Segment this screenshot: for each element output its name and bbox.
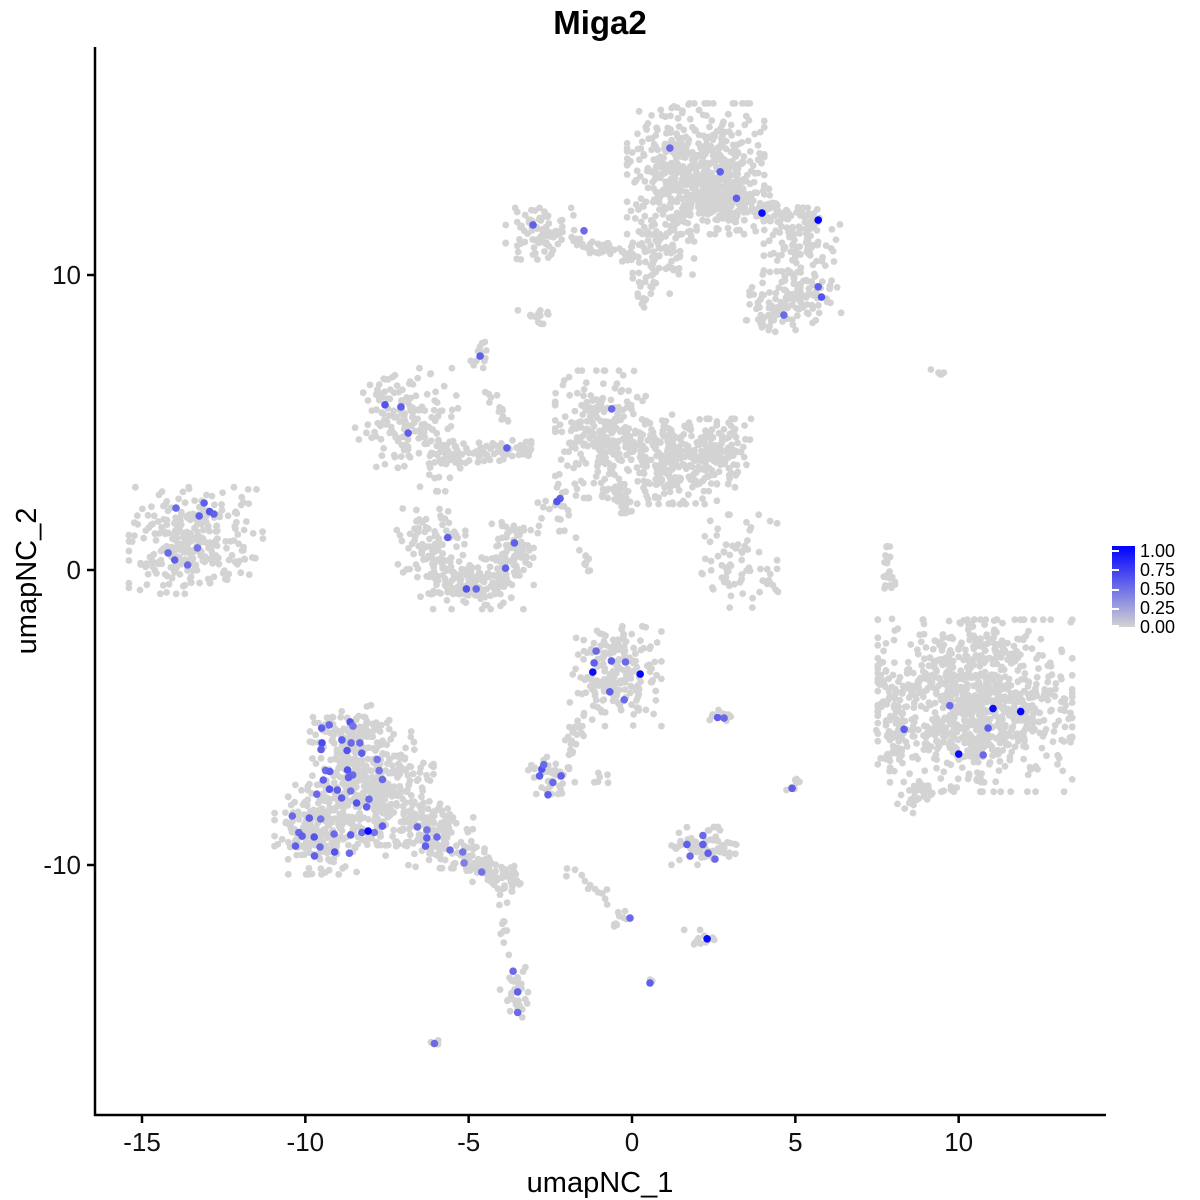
colorbar-tick (1112, 588, 1119, 591)
x-tick-label: -5 (457, 1127, 480, 1157)
colorbar-label: 0.25 (1140, 598, 1176, 618)
colorbar-label: 0.50 (1140, 579, 1176, 599)
x-tick-label: 0 (625, 1127, 639, 1157)
x-axis-title: umapNC_1 (527, 1167, 674, 1199)
x-tick-label: 10 (944, 1127, 973, 1157)
colorbar-gradient (1112, 546, 1135, 627)
plot-title: Miga2 (553, 4, 647, 41)
colorbar-tick (1112, 569, 1119, 572)
y-tick-label: 0 (67, 555, 81, 585)
colorbar-labels: 1.00 0.75 0.50 0.25 0.00 (1140, 542, 1175, 637)
colorbar-tick (1112, 624, 1119, 627)
y-tick-label: -10 (43, 850, 81, 880)
x-tick-label: -15 (123, 1127, 161, 1157)
colorbar-legend: 1.00 0.75 0.50 0.25 0.00 (1112, 542, 1198, 642)
x-tick-label: -10 (287, 1127, 325, 1157)
axes-layer: -15 -10 -5 0 5 10 -10 0 10 (43, 47, 1106, 1157)
expressing-points-layer (164, 144, 1025, 1048)
x-tick-label: 5 (788, 1127, 802, 1157)
background-points-layer (125, 100, 1076, 1048)
colorbar-label: 1.00 (1140, 541, 1176, 561)
y-tick-label: 10 (52, 260, 81, 290)
y-axis-title: umapNC_2 (11, 508, 43, 655)
colorbar-tick (1112, 608, 1119, 611)
colorbar-label: 0.00 (1140, 617, 1176, 637)
colorbar-label: 0.75 (1140, 560, 1176, 580)
colorbar-tick (1112, 550, 1119, 553)
